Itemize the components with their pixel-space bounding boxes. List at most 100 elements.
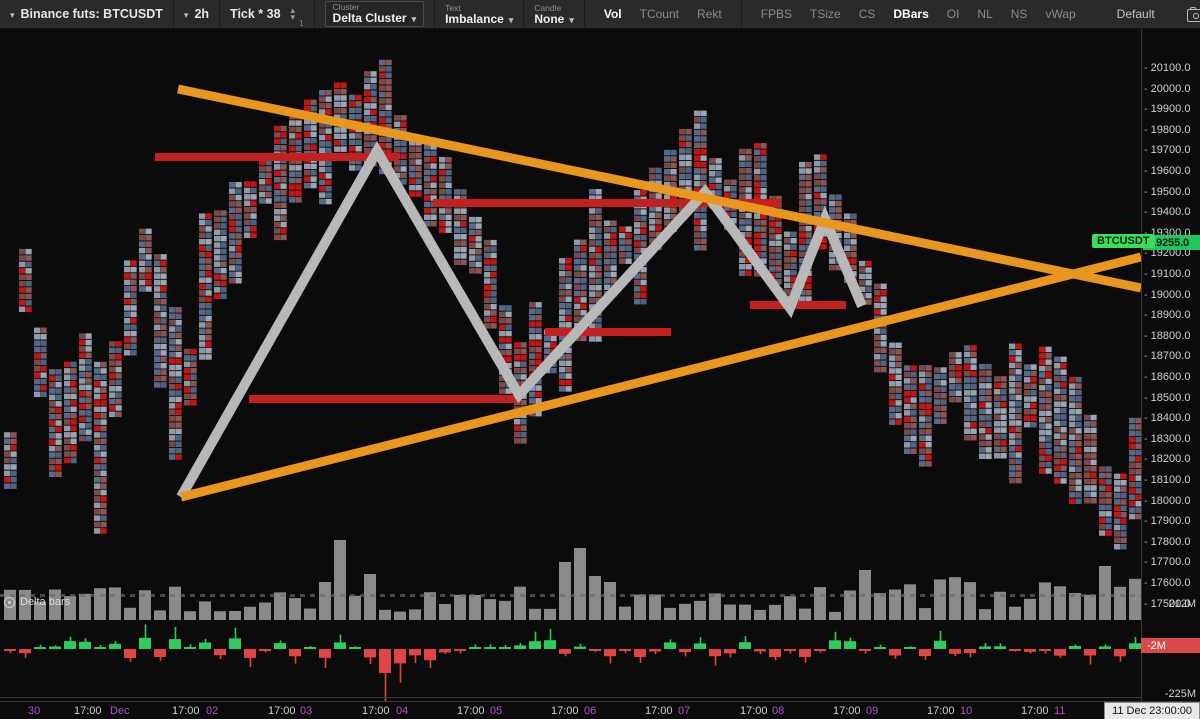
price-tick: -20100.0 [1144,62,1191,74]
delta-bar [1054,649,1066,656]
toggle-dbars[interactable]: DBars [893,7,929,21]
gear-icon[interactable] [4,596,15,608]
delta-bar [499,647,511,649]
price-tick: -19200.0 [1144,247,1191,260]
price-tick: -19400.0 [1144,206,1191,219]
footprint-bar [979,363,992,459]
delta-bar [1024,649,1036,652]
delta-axis-zero-label: -2M [1141,638,1200,653]
current-price-label: 19255.0 [1143,235,1200,251]
pane-divider[interactable] [0,594,1141,597]
horizontal-level-line[interactable] [545,328,671,336]
delta-bar [874,647,886,649]
price-axis[interactable]: -20100.0 -20000.0 -19900.0 -19800.0 -19700.0… [1141,29,1200,701]
time-tick-day: Dec [110,705,130,717]
time-tick-day: 11 [1054,705,1066,717]
cluster-field-label: Cluster [332,2,360,12]
lower-trendline[interactable] [179,252,1141,502]
time-axis[interactable]: 30 17:00 Dec 17:00 02 17:00 03 17:00 04 17:00 05 17… [0,701,1200,719]
delta-bar [64,641,76,649]
horizontal-level-line[interactable] [249,395,519,403]
toggle-vwap[interactable]: vWap [1045,7,1076,21]
volume-bar [379,609,391,620]
delta-bar [574,646,586,649]
footprint-bar [214,210,227,299]
text-field-label: Text [445,2,461,13]
toggle-row-1: Vol TCount Rekt [595,7,731,21]
time-tick-hour: 17:00 [457,705,485,717]
delta-bar [934,640,946,649]
toggle-ns[interactable]: NS [1010,7,1028,21]
toggle-vol[interactable]: Vol [603,7,622,21]
horizontal-level-line[interactable] [750,301,846,309]
timeframe-selector[interactable]: ▾ 2h [174,0,221,28]
horizontal-level-line[interactable] [433,199,781,207]
volume-bar [679,603,691,620]
volume-bar [244,606,256,620]
cluster-group: Cluster Delta Cluster ▾ [315,0,436,28]
arrow-up-icon[interactable]: ↑ [1133,594,1139,606]
toggle-tsize[interactable]: TSize [810,7,841,21]
cluster-selector[interactable]: Cluster Delta Cluster ▾ [324,1,425,27]
time-tick-day: 02 [206,705,219,717]
delta-bar [529,641,541,649]
tick-stepper[interactable]: Tick * 38 ▴ ▾ 1 [220,0,315,28]
volume-bar [1099,566,1111,620]
chart-canvas[interactable] [0,29,1141,701]
footprint-bar [1009,343,1022,484]
toggle-tcount[interactable]: TCount [639,7,679,21]
delta-bar [394,649,406,664]
footprint-bar [79,333,92,442]
delta-bar [799,649,811,657]
upper-trendline[interactable] [177,84,1141,293]
delta-bar [769,649,781,658]
indicator-toggles-primary: Vol TCount Rekt [585,0,742,28]
chevron-down-icon[interactable]: ▾ [290,12,296,22]
footprint-bar [64,361,77,464]
toggle-cs[interactable]: CS [858,7,876,21]
horizontal-level-line[interactable] [155,153,399,161]
volume-bar [964,582,976,620]
volume-bar [574,548,586,620]
delta-bars-pane-title[interactable]: Delta bars [4,596,70,608]
volume-bar [814,587,826,620]
time-tick-day: 03 [300,705,313,717]
volume-bar [739,604,751,620]
text-selector[interactable]: Text Imbalance ▾ [445,2,514,26]
delta-bar [454,649,466,651]
tick-spinner[interactable]: ▴ ▾ [290,5,296,22]
volume-bar [109,587,121,620]
footprint-bar [964,345,977,441]
delta-bar [349,647,361,649]
screenshot-button[interactable] [1177,0,1200,28]
toggle-nl[interactable]: NL [977,7,993,21]
arrow-down-icon[interactable]: ↓ [1119,594,1125,606]
delta-bar [94,647,106,649]
footprint-bar [274,125,287,241]
chevron-up-icon[interactable]: ▴ [290,5,296,15]
footprint-bar [679,128,692,212]
price-tick: -20000.0 [1144,82,1191,95]
preset-selector[interactable]: Default [1095,0,1177,28]
delta-axis-bottom-label: -225M [1164,688,1196,700]
volume-bar [1009,606,1021,620]
price-tick: -18500.0 [1144,391,1191,404]
toggle-rekt[interactable]: Rekt [697,7,722,21]
volume-pane [4,540,1141,620]
footprint-bar [529,302,542,417]
symbol-selector[interactable]: ▾ Binance futs: BTCUSDT [0,0,174,28]
volume-bar [259,602,271,620]
timeframe-label: 2h [194,7,210,21]
delta-bar [664,642,676,649]
candle-selector[interactable]: Candle None ▾ [534,3,574,25]
volume-bar [409,609,421,620]
candle-group: Candle None ▾ [524,0,585,28]
toggle-fpbs[interactable]: FPBS [760,7,793,21]
delta-bar [859,649,871,651]
toggle-oi[interactable]: OI [946,7,960,21]
delta-bar [34,647,46,649]
volume-bar [994,591,1006,620]
footprint-bar [1039,346,1052,474]
footprint-bar [1024,364,1037,428]
text-value: Imbalance ▾ [445,11,514,26]
